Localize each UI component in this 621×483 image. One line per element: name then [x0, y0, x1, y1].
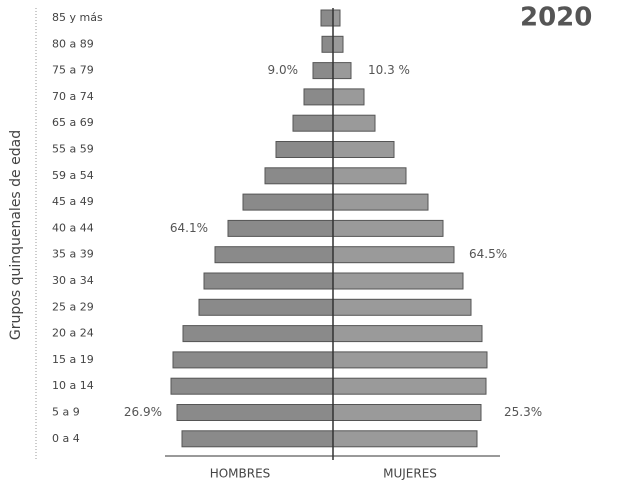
bar: [332, 167, 407, 185]
y-tick-label: 15 a 19: [52, 353, 94, 366]
bar: [332, 141, 395, 158]
bar: [203, 272, 334, 290]
bar: [303, 88, 334, 106]
bar: [332, 351, 488, 369]
y-axis-label: Grupos quinquenales de edad: [8, 130, 24, 340]
y-tick-label: 55 a 59: [52, 143, 94, 156]
bar: [332, 325, 483, 343]
bar: [275, 141, 334, 158]
bar: [332, 219, 444, 237]
y-tick-label: 80 a 89: [52, 37, 94, 50]
annotation: 64.5%: [469, 247, 507, 261]
legend-label: HOMBRES: [210, 467, 271, 481]
y-tick-label: 59 a 54: [52, 169, 94, 182]
bar: [170, 377, 334, 395]
year-label: 2020: [520, 3, 592, 33]
annotation: 26.9%: [124, 405, 162, 419]
y-tick-label: 0 a 4: [52, 432, 80, 445]
bar: [320, 9, 334, 27]
bar: [332, 430, 478, 448]
bar: [242, 193, 334, 211]
bar: [198, 298, 334, 316]
bar: [264, 167, 334, 185]
y-tick-label: 35 a 39: [52, 248, 94, 261]
bar: [332, 272, 464, 290]
bar: [227, 219, 334, 237]
y-tick-label: 30 a 34: [52, 274, 94, 287]
bar: [321, 35, 334, 53]
bar: [332, 298, 472, 316]
bar: [214, 246, 334, 264]
bar: [176, 404, 334, 421]
bar: [332, 193, 429, 211]
bar: [292, 114, 334, 132]
annotation: 64.1%: [170, 221, 208, 235]
bar: [332, 246, 455, 264]
bar: [181, 430, 334, 448]
y-tick-label: 70 a 74: [52, 90, 94, 103]
bar: [182, 325, 334, 343]
y-tick-label: 65 a 69: [52, 116, 94, 129]
y-tick-label: 45 a 49: [52, 195, 94, 208]
y-tick-label: 75 a 79: [52, 64, 94, 77]
y-tick-label: 10 a 14: [52, 379, 94, 392]
bar: [332, 114, 376, 132]
y-tick-label: 85 y más: [52, 11, 103, 24]
bar: [332, 9, 341, 27]
legend-label: MUJERES: [383, 467, 437, 481]
y-tick-label: 5 a 9: [52, 406, 80, 419]
bar: [172, 351, 334, 369]
annotation: 25.3%: [504, 405, 542, 419]
annotation: 10.3 %: [368, 63, 410, 77]
bar: [332, 62, 352, 80]
bar: [332, 35, 344, 53]
y-tick-label: 25 a 29: [52, 300, 94, 313]
bar: [312, 62, 334, 80]
bar: [332, 88, 365, 106]
y-tick-label: 40 a 44: [52, 221, 94, 234]
annotation: 9.0%: [268, 63, 299, 77]
bar: [332, 404, 482, 421]
bar: [332, 377, 487, 395]
y-tick-label: 20 a 24: [52, 327, 94, 340]
